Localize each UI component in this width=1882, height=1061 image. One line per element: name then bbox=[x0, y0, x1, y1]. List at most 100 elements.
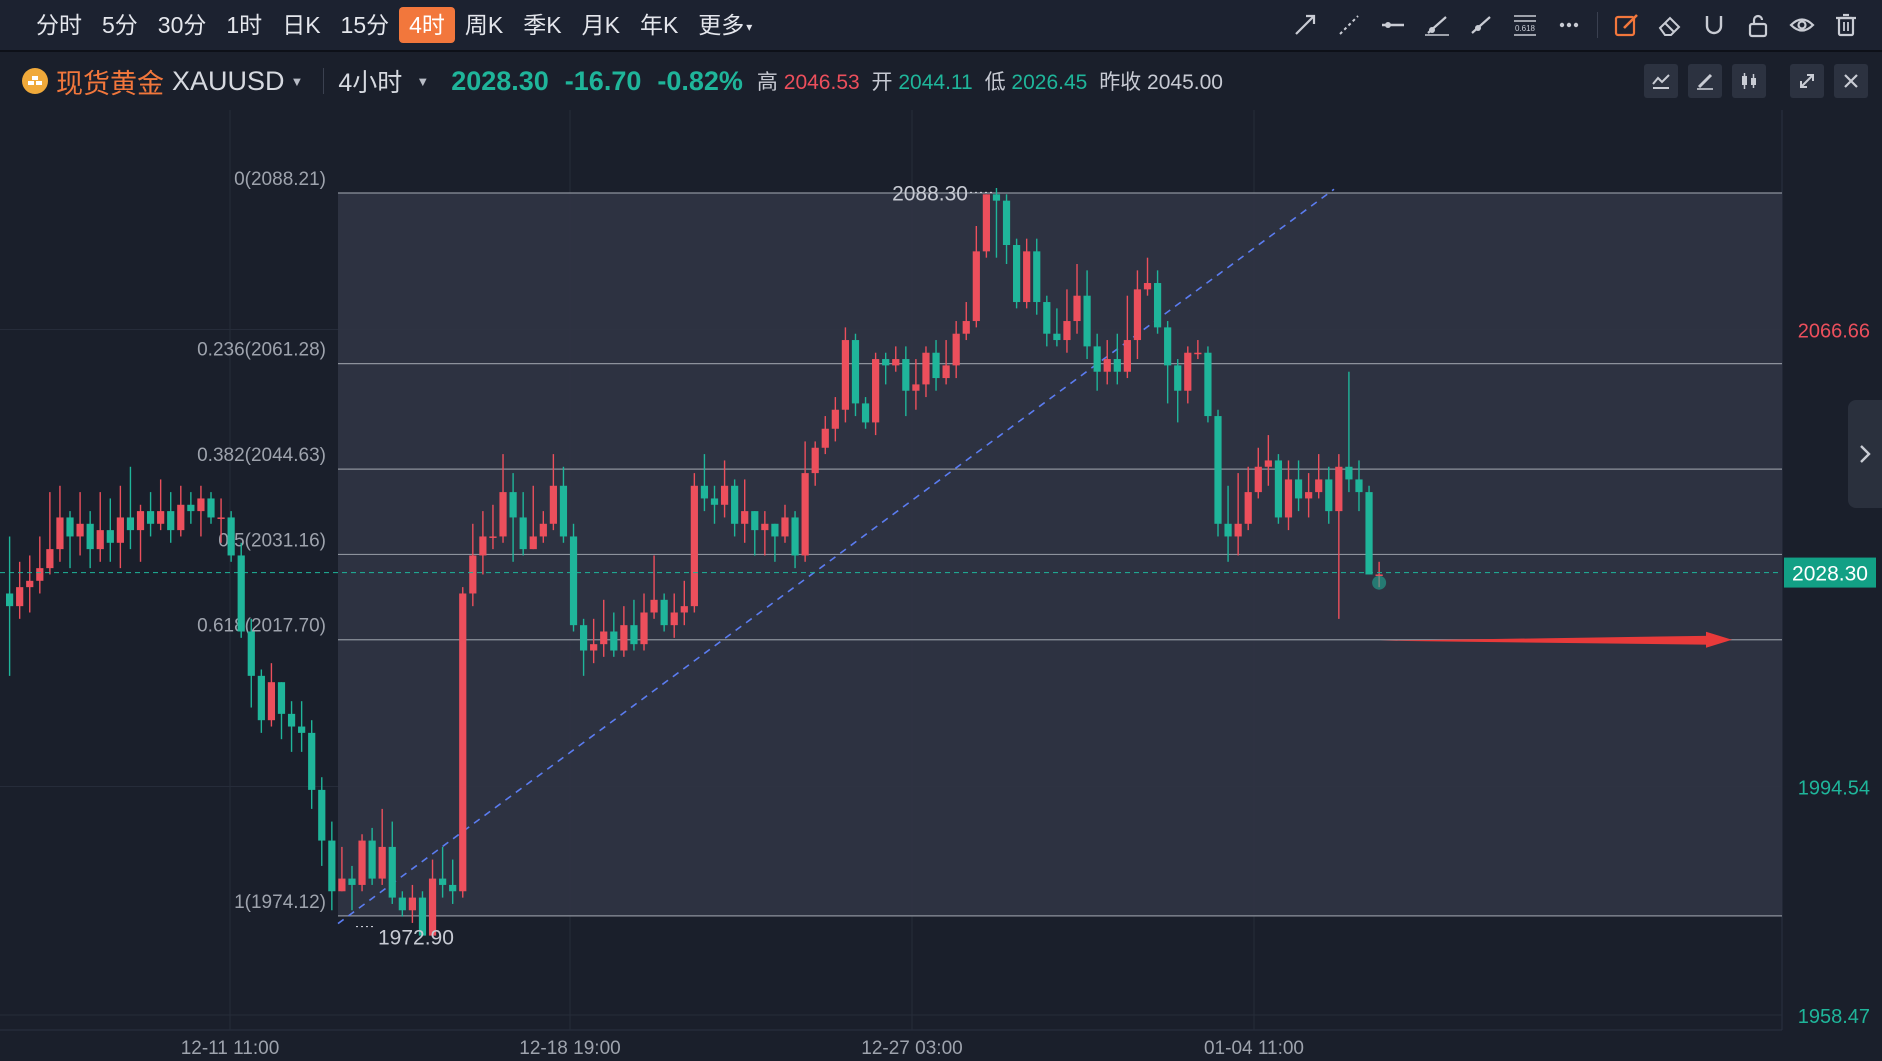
candle-body-26 bbox=[267, 682, 276, 721]
candle-body-123 bbox=[1244, 492, 1252, 524]
candle-body-24 bbox=[247, 631, 255, 676]
dashed-ray-icon[interactable] bbox=[1327, 3, 1371, 47]
candle-body-27 bbox=[277, 682, 286, 714]
symbol-code[interactable]: XAUUSD bbox=[172, 65, 285, 96]
candle-body-133 bbox=[1345, 466, 1353, 480]
candle-body-16 bbox=[167, 511, 175, 531]
arrow-line-icon[interactable] bbox=[1283, 3, 1327, 47]
dashed-trend-line bbox=[337, 188, 1335, 925]
period-5[interactable]: 15分 bbox=[340, 12, 390, 38]
candle-body-21 bbox=[217, 517, 225, 519]
period-11[interactable]: 更多 ▾ bbox=[698, 12, 753, 38]
symbol-dropdown-icon[interactable]: ▼ bbox=[290, 73, 304, 89]
period-0[interactable]: 分时 bbox=[36, 12, 82, 38]
candle-body-0 bbox=[6, 593, 14, 607]
candle-body-88 bbox=[892, 359, 900, 366]
period-1[interactable]: 5分 bbox=[102, 12, 138, 38]
candle-body-12 bbox=[126, 517, 135, 531]
candle-body-62 bbox=[630, 625, 638, 645]
fibonacci-icon[interactable]: 0.618 bbox=[1503, 3, 1547, 47]
high-value: 2046.53 bbox=[783, 71, 860, 94]
x-tick-1: 12-18 19:00 bbox=[519, 1038, 620, 1059]
fullscreen-icon[interactable] bbox=[1790, 64, 1824, 98]
candle-body-63 bbox=[640, 612, 648, 645]
candle-body-10 bbox=[106, 530, 114, 543]
period-4[interactable]: 日K bbox=[282, 12, 321, 38]
draw-icon[interactable] bbox=[1688, 64, 1722, 98]
candle-body-76 bbox=[771, 523, 779, 537]
candle-body-128 bbox=[1294, 479, 1303, 499]
open-label: 开 bbox=[871, 71, 893, 94]
magnet-icon[interactable] bbox=[1692, 3, 1736, 47]
svg-text:0.618: 0.618 bbox=[1515, 24, 1536, 33]
prev-close-value: 2045.00 bbox=[1147, 71, 1223, 94]
candle-body-122 bbox=[1234, 523, 1242, 537]
candle-body-98 bbox=[992, 194, 1001, 201]
candle-body-93 bbox=[942, 365, 950, 379]
candle-body-29 bbox=[298, 726, 306, 733]
period-8[interactable]: 季K bbox=[523, 12, 562, 38]
candle-body-51 bbox=[519, 517, 527, 550]
candle-body-132 bbox=[1335, 466, 1343, 512]
indicator-icon[interactable] bbox=[1644, 64, 1678, 98]
candle-body-44 bbox=[449, 884, 457, 892]
horizontal-line-icon[interactable] bbox=[1371, 3, 1415, 47]
candle-body-19 bbox=[197, 498, 205, 512]
candle-body-113 bbox=[1143, 283, 1152, 290]
candle-body-91 bbox=[922, 352, 930, 385]
symbol-name[interactable]: 现货黄金 bbox=[56, 68, 164, 99]
candle-body-45 bbox=[459, 593, 467, 892]
period-9[interactable]: 月K bbox=[581, 12, 620, 38]
period-selector: 分时 5分 30分 1时 日K 15分 4时 周K 季K 月K 年K 更多 ▾ bbox=[26, 7, 762, 43]
candle-body-102 bbox=[1033, 251, 1041, 303]
candle-body-69 bbox=[700, 485, 709, 499]
candle-body-79 bbox=[801, 473, 809, 556]
price-change-percent: -0.82% bbox=[657, 65, 743, 96]
candle-style-icon[interactable] bbox=[1732, 64, 1766, 98]
low-label: 低 bbox=[984, 71, 1006, 94]
period-6[interactable]: 4时 bbox=[399, 7, 455, 43]
last-price: 2028.30 bbox=[451, 65, 549, 96]
candlestick-chart[interactable]: 0(2088.21) 0.236(2061.28) 0.382(2044.63) 0.… bbox=[0, 110, 1882, 1061]
close-icon[interactable] bbox=[1834, 64, 1868, 98]
candle-body-108 bbox=[1093, 346, 1101, 372]
candle-body-119 bbox=[1204, 352, 1212, 417]
edit-icon[interactable] bbox=[1604, 3, 1648, 47]
x-tick-2: 12-27 03:00 bbox=[861, 1038, 962, 1059]
candle-body-46 bbox=[469, 555, 477, 594]
candle-body-131 bbox=[1325, 479, 1333, 512]
expand-panel-handle[interactable] bbox=[1848, 400, 1882, 508]
eye-icon[interactable] bbox=[1780, 3, 1824, 47]
candle-body-57 bbox=[579, 625, 588, 651]
eraser-icon[interactable] bbox=[1648, 3, 1692, 47]
period-7[interactable]: 周K bbox=[464, 12, 504, 38]
y-tick-0: 2102.73 bbox=[1798, 110, 1870, 114]
trend-line-icon[interactable] bbox=[1415, 3, 1459, 47]
candle-body-54 bbox=[549, 485, 557, 524]
period-3[interactable]: 1时 bbox=[226, 12, 263, 38]
fib-label-1: 0.236(2061.28) bbox=[197, 340, 326, 361]
candle-body-94 bbox=[952, 333, 960, 366]
candle-body-14 bbox=[146, 511, 155, 524]
lock-icon[interactable] bbox=[1736, 3, 1780, 47]
candle-body-103 bbox=[1043, 302, 1051, 334]
current-price-tag bbox=[1784, 557, 1876, 588]
candle-body-85 bbox=[861, 403, 870, 423]
segment-icon[interactable] bbox=[1459, 3, 1503, 47]
trash-icon[interactable] bbox=[1824, 3, 1868, 47]
candle-body-59 bbox=[600, 631, 608, 645]
candle-body-32 bbox=[328, 840, 336, 892]
candle-body-86 bbox=[872, 359, 880, 423]
period-10[interactable]: 年K bbox=[639, 12, 679, 38]
candle-body-35 bbox=[358, 840, 366, 885]
interval-selector[interactable]: 4小时 bbox=[338, 69, 403, 97]
more-icon[interactable] bbox=[1547, 3, 1591, 47]
x-tick-0: 12-11 11:00 bbox=[181, 1038, 280, 1059]
candle-body-48 bbox=[489, 536, 497, 538]
interval-dropdown-icon[interactable]: ▼ bbox=[416, 73, 430, 89]
candle-body-120 bbox=[1214, 416, 1222, 524]
period-2[interactable]: 30分 bbox=[157, 12, 207, 38]
candle-body-3 bbox=[36, 568, 44, 581]
candle-body-83 bbox=[841, 340, 850, 410]
candle-body-87 bbox=[882, 359, 890, 366]
